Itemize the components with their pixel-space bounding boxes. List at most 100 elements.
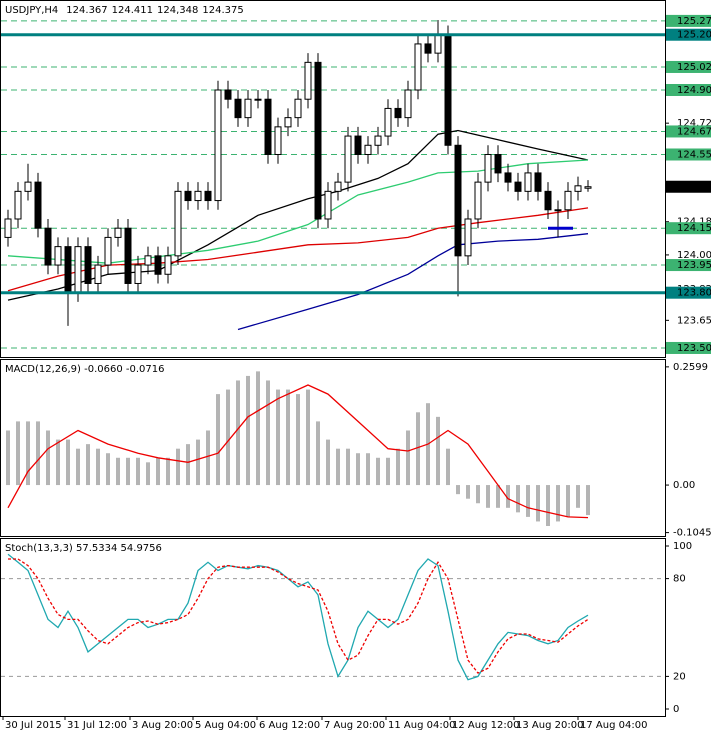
candle-body — [124, 227, 132, 284]
ohlc-label: 124,348 — [157, 5, 198, 16]
candle-body — [254, 98, 262, 101]
level-label: 123.950 — [677, 260, 711, 271]
candle-body — [144, 255, 152, 266]
y-tick-label: 124.005 — [677, 250, 711, 261]
macd-bar — [256, 371, 260, 486]
candle-body — [334, 181, 342, 192]
candle-body — [544, 190, 552, 211]
candle-body — [364, 144, 372, 155]
level-box — [666, 14, 711, 27]
candle-body — [484, 153, 492, 183]
level-box — [666, 125, 711, 138]
macd-bar — [86, 444, 90, 486]
candle-body — [424, 43, 432, 54]
candle-body — [534, 172, 542, 192]
macd-bar — [516, 485, 520, 513]
candle-body — [214, 89, 222, 202]
candle-body — [524, 172, 532, 192]
key-level-label: 123.800 — [677, 288, 711, 299]
candle-body — [44, 227, 52, 266]
y-tick-label: 124.720 — [677, 118, 711, 129]
candle-body — [294, 98, 302, 119]
key-level-box — [666, 28, 711, 41]
candle-body — [284, 117, 292, 128]
candle-body — [394, 107, 402, 119]
x-tick-label: 17 Aug 04:00 — [580, 720, 647, 731]
macd-bar — [206, 430, 210, 486]
macd-bar — [46, 430, 50, 486]
candle-body — [174, 190, 182, 257]
macd-bar — [96, 448, 100, 486]
candle-body — [104, 236, 112, 266]
y-tick-label: 0.00 — [673, 480, 695, 491]
candle-body — [4, 218, 12, 238]
candle-body — [464, 218, 472, 257]
x-tick-label: 3 Aug 20:00 — [132, 720, 193, 731]
candle-body — [514, 181, 522, 192]
panel-title: MACD(12,26,9) -0.0660 -0.0716 — [5, 364, 165, 375]
current-price-label: 124.375 — [677, 182, 711, 193]
candle-body — [234, 98, 242, 119]
level-box — [666, 60, 711, 73]
current-price-box — [666, 180, 711, 193]
macd-bar — [246, 375, 250, 486]
moving-average — [237, 233, 589, 331]
y-tick-label: 100 — [673, 541, 692, 552]
stoch-signal — [8, 558, 589, 674]
macd-bar — [126, 457, 130, 486]
macd-bar — [336, 448, 340, 486]
key-level-box — [666, 286, 711, 299]
candle-body — [584, 186, 592, 189]
macd-bar — [416, 412, 420, 486]
macd-bar — [486, 485, 490, 508]
macd-bar — [166, 457, 170, 486]
macd-bar — [536, 485, 540, 522]
macd-panel — [0, 359, 666, 537]
ohlc-label: 124.375 — [202, 5, 243, 16]
y-tick-label: 0.2599 — [673, 362, 708, 373]
candle-body — [54, 246, 62, 266]
level-label: 124.150 — [677, 223, 711, 234]
level-label: 124.675 — [677, 126, 711, 137]
macd-bar — [496, 485, 500, 508]
candle-body — [154, 255, 162, 275]
macd-bar — [526, 485, 530, 517]
candle-body — [164, 255, 172, 275]
candle-body — [264, 98, 272, 155]
macd-bar — [66, 439, 70, 486]
macd-bar — [466, 485, 470, 499]
macd-bar — [196, 439, 200, 486]
macd-bar — [316, 421, 320, 486]
signal-line — [7, 384, 589, 519]
macd-bar — [266, 380, 270, 486]
key-level-label: 125.200 — [677, 30, 711, 41]
chart-header: USDJPY,H4 124.367 124.411 124,348 124.375 — [5, 5, 244, 16]
macd-bar — [586, 485, 590, 516]
candle-body — [554, 209, 562, 212]
candle-body — [84, 246, 92, 284]
level-box — [666, 341, 711, 354]
x-tick-label: 12 Aug 12:00 — [452, 720, 519, 731]
symbol: USDJPY,H4 — [5, 5, 58, 16]
candle-body — [354, 135, 362, 155]
macd-bar — [326, 439, 330, 486]
level-label: 125.275 — [677, 16, 711, 27]
candle-body — [194, 190, 202, 202]
candle-body — [434, 34, 442, 54]
candle-body — [184, 190, 192, 202]
x-tick-label: 30 Jul 2015 — [5, 720, 62, 731]
candle-body — [474, 181, 482, 220]
macd-bar — [506, 485, 510, 508]
panel-title: Stoch(13,3,3) 57.5334 54.9756 — [5, 543, 162, 554]
candle-body — [564, 190, 572, 211]
candle-body — [444, 34, 452, 146]
x-tick-label: 6 Aug 12:00 — [259, 720, 320, 731]
y-tick-label: -0.1045 — [673, 528, 711, 539]
macd-bar — [356, 453, 360, 486]
x-tick-label: 31 Jul 12:00 — [67, 720, 127, 731]
main-panel — [0, 0, 666, 358]
candle-body — [94, 264, 102, 284]
macd-bar — [476, 485, 480, 504]
